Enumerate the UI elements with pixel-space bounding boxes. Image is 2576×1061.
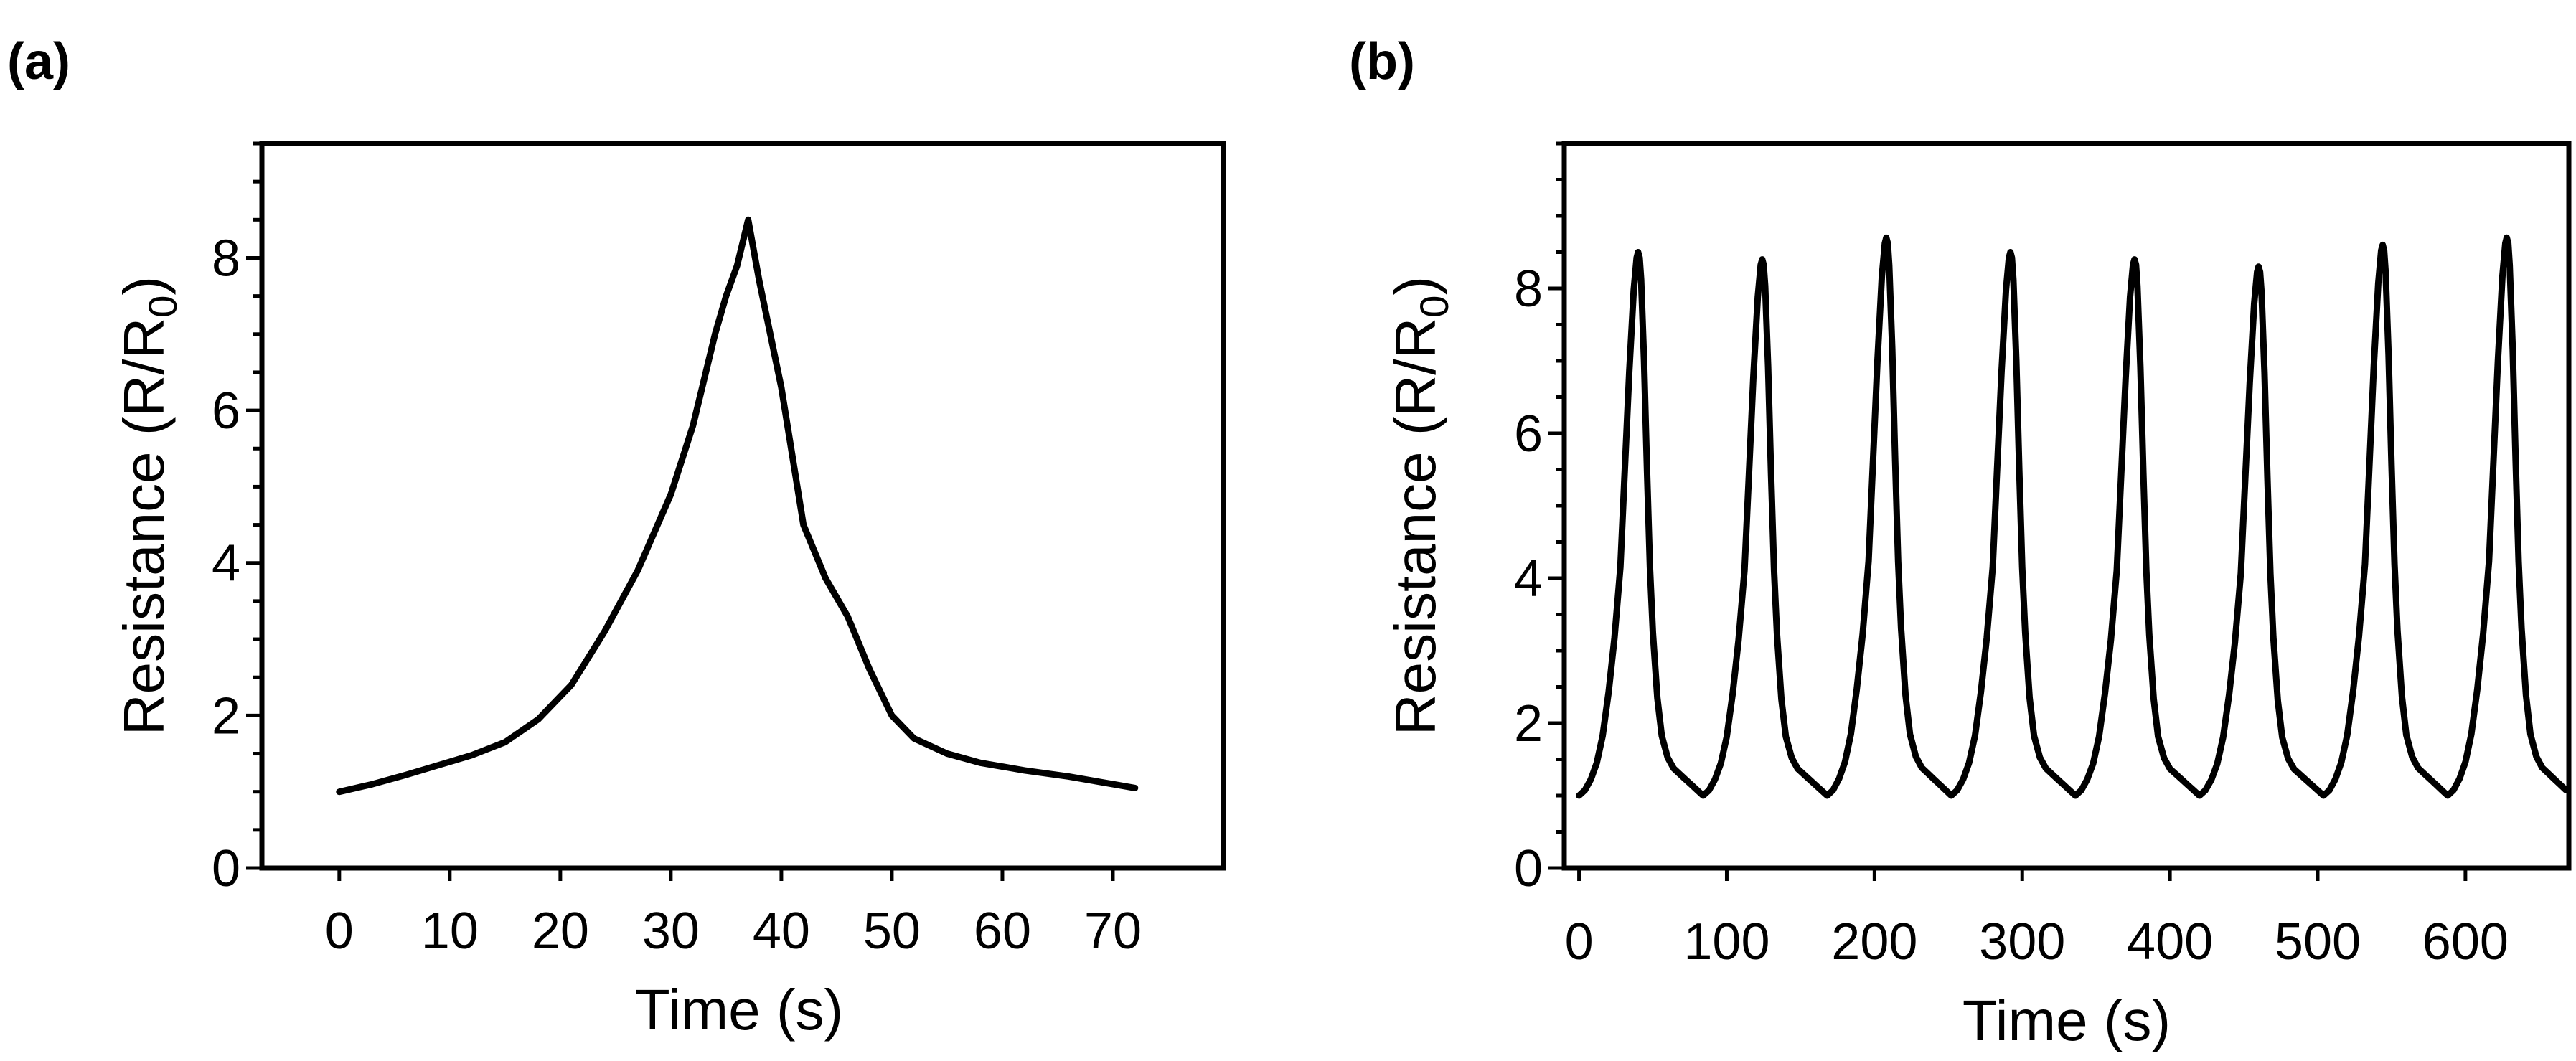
x-tick-label: 30 bbox=[642, 902, 700, 960]
y-tick-label: 2 bbox=[1514, 695, 1543, 753]
panel-b-x-tick-labels: 0 100 200 300 400 500 600 bbox=[1565, 913, 2509, 971]
x-tick-label: 600 bbox=[2422, 913, 2509, 971]
x-tick-label: 300 bbox=[1979, 913, 2065, 971]
panel-a-ticks bbox=[246, 141, 1115, 881]
panel-b-frame bbox=[1561, 141, 2572, 871]
panel-a-resistance-curve bbox=[336, 216, 1139, 796]
y-tick-label: 8 bbox=[212, 230, 240, 287]
panel-b-x-axis-title: Time (s) bbox=[1962, 989, 2171, 1052]
x-tick-label: 40 bbox=[753, 902, 810, 960]
panel-a-frame bbox=[259, 141, 1226, 871]
panel-a: (a) 0 10 20 30 40 50 60 70 0 2 4 6 8 Time (s) Resis… bbox=[7, 33, 1226, 1042]
x-tick-label: 50 bbox=[863, 902, 921, 960]
x-tick-label: 400 bbox=[2127, 913, 2213, 971]
y-tick-label: 0 bbox=[1514, 840, 1543, 897]
panel-b-y-axis-title: Resistance (R/R0) bbox=[1383, 276, 1457, 735]
y-tick-label: 6 bbox=[212, 382, 240, 440]
panel-b-label: (b) bbox=[1349, 33, 1415, 90]
y-tick-label: 6 bbox=[1514, 405, 1543, 463]
panel-b: (b) 0 100 200 300 400 500 600 0 2 4 6 8 Time (s) R… bbox=[1349, 33, 2572, 1052]
y-tick-label: 8 bbox=[1514, 260, 1543, 318]
x-tick-label: 0 bbox=[325, 902, 354, 960]
panel-b-y-tick-labels: 0 2 4 6 8 bbox=[1514, 260, 1543, 897]
x-tick-label: 200 bbox=[1831, 913, 1917, 971]
x-tick-label: 70 bbox=[1084, 902, 1142, 960]
panel-a-label: (a) bbox=[7, 33, 70, 90]
panel-a-y-tick-labels: 0 2 4 6 8 bbox=[212, 230, 240, 897]
panel-b-resistance-curve bbox=[1576, 234, 2570, 799]
panel-a-y-axis-title: Resistance (R/R0) bbox=[112, 276, 185, 735]
y-tick-label: 2 bbox=[212, 687, 240, 745]
x-tick-label: 60 bbox=[974, 902, 1031, 960]
y-tick-label: 4 bbox=[1514, 550, 1543, 608]
panel-a-x-axis-title: Time (s) bbox=[635, 978, 843, 1042]
x-tick-label: 0 bbox=[1565, 913, 1594, 971]
x-tick-label: 10 bbox=[421, 902, 479, 960]
x-tick-label: 20 bbox=[532, 902, 589, 960]
panel-a-x-tick-labels: 0 10 20 30 40 50 60 70 bbox=[325, 902, 1142, 960]
x-tick-label: 100 bbox=[1683, 913, 1769, 971]
x-tick-label: 500 bbox=[2275, 913, 2361, 971]
y-tick-label: 0 bbox=[212, 840, 240, 897]
y-tick-label: 4 bbox=[212, 535, 240, 593]
